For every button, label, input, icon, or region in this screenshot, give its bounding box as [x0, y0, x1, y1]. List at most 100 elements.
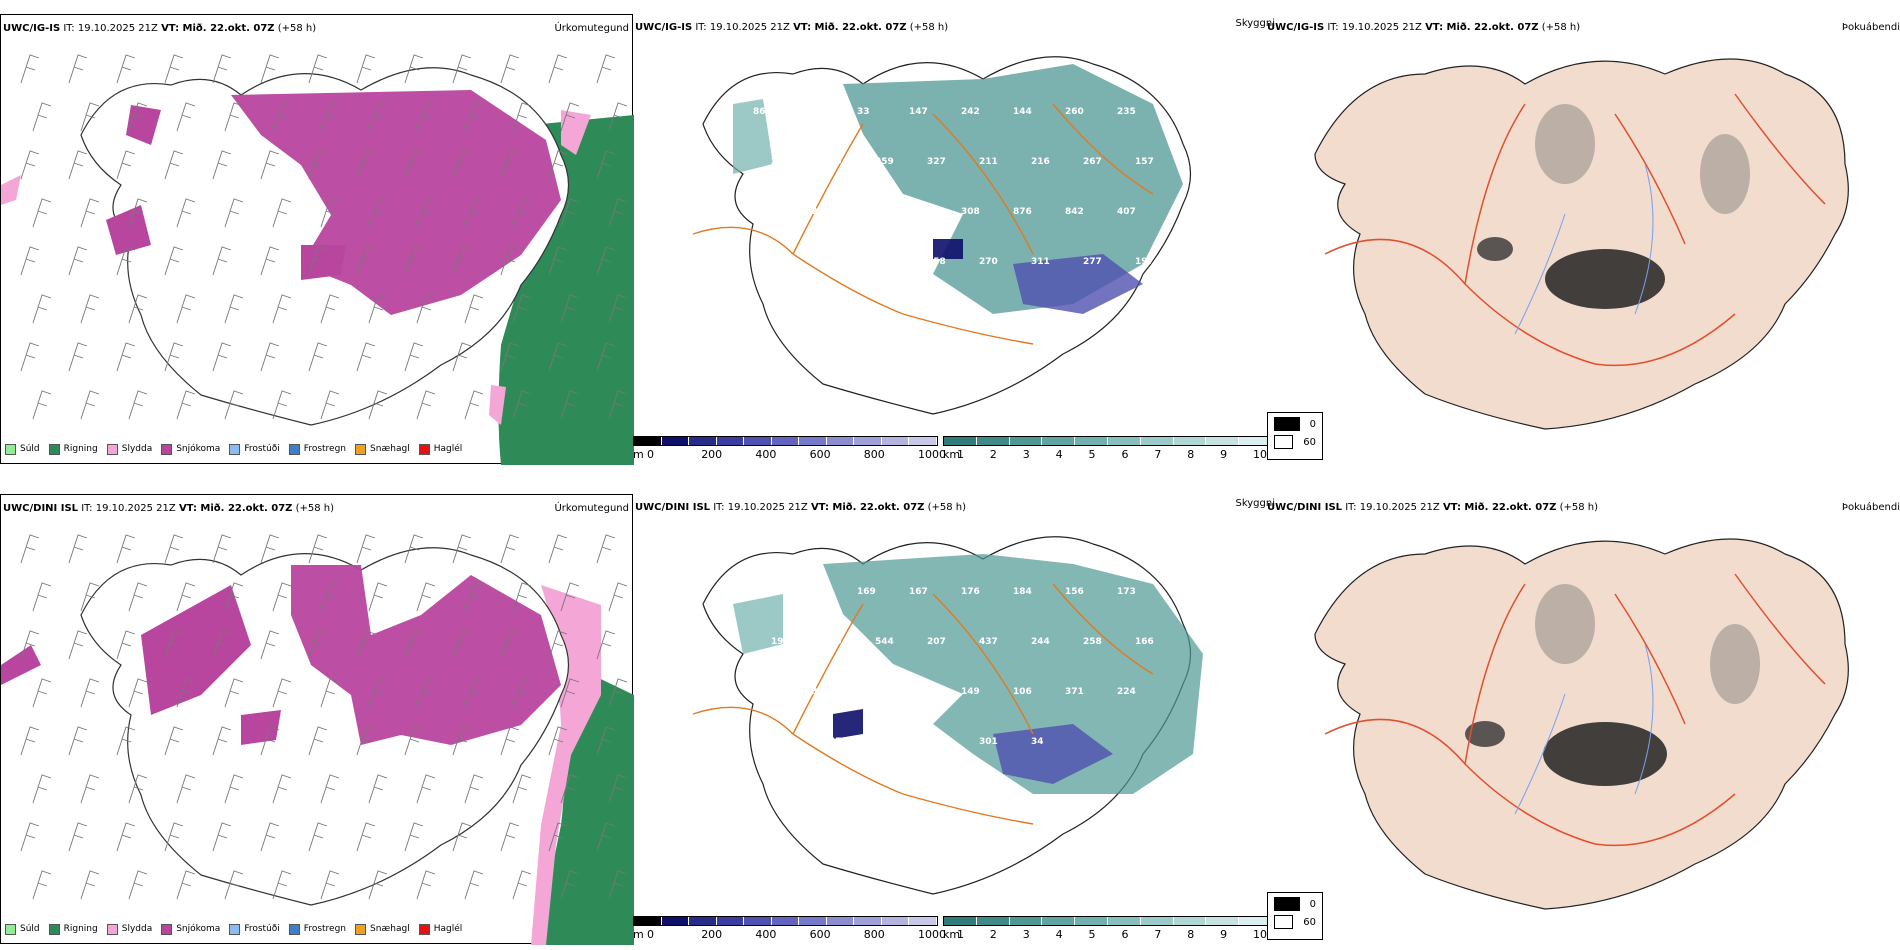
header-row-1-b: UWC/IG-IS IT: 19.10.2025 21Z VT: Mið. 22… [635, 22, 948, 33]
ceiling-value-label: 272 [857, 687, 876, 697]
wind-barb [176, 294, 196, 324]
ceiling-value-label: 705 [753, 587, 772, 597]
wind-barb [68, 822, 88, 852]
wind-barb [80, 870, 100, 900]
colorbar-cell [909, 917, 938, 925]
precip-legend-item: Frostúði [229, 923, 280, 935]
precip-legend-item: Snæhagl [355, 443, 410, 455]
wind-barb [116, 534, 136, 564]
fog-panel-2: UWC/DINI ISL IT: 19.10.2025 21Z VT: Mið.… [1265, 494, 1900, 914]
init-time: IT: 19.10.2025 21Z [63, 23, 158, 34]
wind-barb [320, 390, 340, 420]
ceiling-value-label: 120 [823, 257, 842, 267]
precip-type-map-2 [1, 534, 634, 945]
wind-barb [32, 582, 52, 612]
colorbar-unit: km [943, 928, 961, 941]
colorbar-tick: 5 [1088, 448, 1096, 461]
wind-barb [308, 342, 328, 372]
wind-barb [260, 54, 280, 84]
wind-barb [272, 678, 292, 708]
wind-barb [164, 342, 184, 372]
wind-barb [320, 198, 340, 228]
precip-legend-1: Súld Rigning Slydda Snjókoma Frostúði Frostre… [5, 439, 471, 459]
colorbar-strip [943, 436, 1273, 446]
colorbar-tick: 2 [989, 448, 997, 461]
colorbar-tick: 200 [701, 928, 723, 941]
wind-barb [212, 246, 232, 276]
wind-barb [32, 102, 52, 132]
wind-barb [164, 246, 184, 276]
colorbar-cell [1075, 437, 1108, 445]
wind-barb [608, 870, 628, 900]
colorbar-cell [799, 917, 827, 925]
wind-barb [596, 534, 616, 564]
wind-barb [224, 582, 244, 612]
wind-barb [500, 342, 520, 372]
row-1: UWC/IG-IS IT: 19.10.2025 21Z VT: Mið. 22… [0, 0, 1900, 470]
visibility-title: Skyggni [1235, 498, 1275, 509]
colorbar-cell [854, 437, 882, 445]
wind-barb [224, 678, 244, 708]
legend-label: Haglél [433, 444, 463, 454]
ceiling-value-label: 224 [1117, 687, 1136, 697]
wind-barb [548, 822, 568, 852]
visibility-title: Skyggni [1235, 18, 1275, 29]
precip-legend-item: Slydda [106, 923, 152, 935]
wind-barb [416, 870, 436, 900]
snow-area-2-west [141, 585, 251, 715]
wind-barb [176, 198, 196, 228]
snow-patch-west-2 [106, 205, 151, 255]
legend-swatch [229, 443, 241, 455]
wind-barb [176, 678, 196, 708]
ceiling-value-label: 147 [823, 737, 842, 747]
ceiling-value-label: 173 [1117, 587, 1136, 597]
precip-legend-item: Súld [5, 443, 40, 455]
colorbar-cell [944, 917, 977, 925]
ceiling-area-2-west [833, 709, 863, 739]
wind-barb [116, 342, 136, 372]
ceiling-value-label: 308 [961, 207, 980, 217]
wind-barb [308, 150, 328, 180]
ceiling-area-central [933, 239, 963, 259]
wind-barb [20, 630, 40, 660]
wind-barb [464, 582, 484, 612]
wind-barb [464, 678, 484, 708]
fog-dark-glacier [1545, 249, 1665, 309]
wind-barb [404, 726, 424, 756]
valid-time: VT: Mið. 22.okt. 07Z [178, 503, 293, 514]
ceiling-value-label: 136 [805, 687, 824, 697]
fog-legend-swatch [1274, 435, 1294, 449]
wind-barb [608, 774, 628, 804]
ceiling-value-label: 301 [979, 737, 998, 747]
colorbar-tick: 10 [1253, 928, 1267, 941]
colorbar-unit: m [633, 448, 644, 461]
fog-legend-label: 60 [1303, 436, 1316, 448]
wind-barb [452, 150, 472, 180]
wind-barb [464, 198, 484, 228]
precip-legend-item: Haglél [418, 443, 463, 455]
ceiling-value-label: 144 [1013, 107, 1032, 117]
wind-barb [272, 870, 292, 900]
colorbar-cell [799, 437, 827, 445]
colorbar-tick: 5 [1088, 928, 1096, 941]
wind-barb [308, 822, 328, 852]
header-row-1-a: UWC/IG-IS IT: 19.10.2025 21Z VT: Mið. 22… [3, 23, 316, 34]
wind-barb [116, 54, 136, 84]
legend-swatch [161, 443, 173, 455]
wind-barb [404, 342, 424, 372]
wind-barb [416, 390, 436, 420]
ceiling-value-label: 371 [1065, 687, 1084, 697]
colorbar-cell [689, 437, 717, 445]
wind-barb [308, 54, 328, 84]
legend-swatch [288, 923, 300, 935]
wind-barb [560, 102, 580, 132]
legend-swatch [106, 443, 118, 455]
wind-barb [416, 102, 436, 132]
legend-swatch [355, 443, 367, 455]
ceiling-value-label: 842 [1065, 207, 1084, 217]
fog-panel-1: UWC/IG-IS IT: 19.10.2025 21Z VT: Mið. 22… [1265, 14, 1900, 434]
vis-teal-area-north [843, 64, 1183, 314]
wind-barb [464, 774, 484, 804]
wind-barb [176, 582, 196, 612]
wind-barb [404, 534, 424, 564]
